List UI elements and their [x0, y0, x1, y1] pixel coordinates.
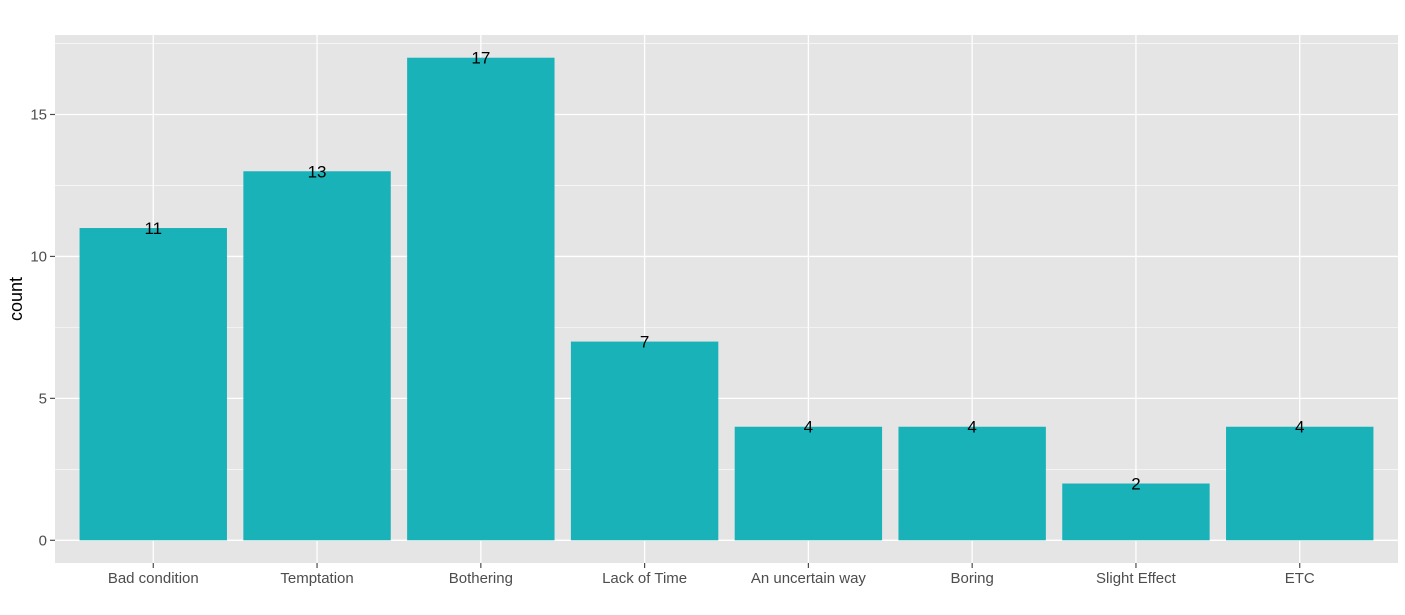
bar	[1226, 426, 1374, 541]
data-label: 17	[471, 49, 490, 68]
bar	[1062, 483, 1210, 541]
bar	[243, 171, 391, 541]
data-label: 4	[804, 418, 813, 437]
data-labels: 11 13 17 7 4 4 2 4	[144, 49, 1304, 494]
data-label: 4	[1295, 418, 1304, 437]
y-tick-label: 15	[30, 106, 47, 123]
x-tick-label: Boring	[950, 570, 993, 587]
x-tick-label: Bad condition	[108, 570, 199, 587]
x-tick-label: ETC	[1285, 570, 1315, 587]
y-tick-label: 5	[39, 390, 47, 407]
data-label: 7	[640, 333, 649, 352]
y-tick-label: 10	[30, 248, 47, 265]
bar	[79, 228, 227, 541]
x-tick-label: Bothering	[449, 570, 513, 587]
y-tick-label: 0	[39, 532, 47, 549]
bar	[407, 57, 555, 541]
axes: 0 5 10 15 Bad condition Temptation Bothering La…	[30, 106, 1315, 587]
x-tick-label: Lack of Time	[602, 570, 687, 587]
data-label: 4	[967, 418, 976, 437]
x-tick-label: An uncertain way	[751, 570, 867, 587]
x-tick-label: Temptation	[280, 570, 353, 587]
bar	[898, 426, 1046, 541]
bars	[79, 57, 1374, 541]
data-label: 2	[1131, 475, 1140, 494]
x-tick-label: Slight Effect	[1096, 570, 1177, 587]
data-label: 13	[308, 162, 327, 181]
data-label: 11	[144, 219, 162, 238]
bar	[734, 426, 883, 541]
bar	[570, 341, 719, 541]
y-axis-title: count	[6, 277, 26, 321]
